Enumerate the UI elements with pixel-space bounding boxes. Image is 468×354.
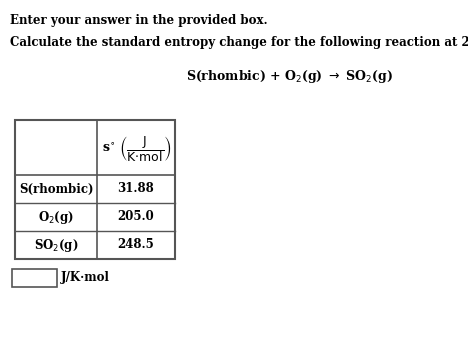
Bar xyxy=(15,120,175,259)
Text: SO$_2$(g): SO$_2$(g) xyxy=(34,236,78,253)
Text: s$^{\circ}$: s$^{\circ}$ xyxy=(102,142,115,155)
Text: O$_2$(g): O$_2$(g) xyxy=(38,209,74,225)
Text: 31.88: 31.88 xyxy=(117,183,154,195)
Text: Enter your answer in the provided box.: Enter your answer in the provided box. xyxy=(10,14,268,27)
Bar xyxy=(12,269,57,287)
Text: 248.5: 248.5 xyxy=(117,239,154,251)
Text: $\left(\dfrac{\mathrm{J}}{\mathrm{K{\cdot}mol}}\right)$: $\left(\dfrac{\mathrm{J}}{\mathrm{K{\cdo… xyxy=(119,135,172,165)
Text: S(rhombic) + O$_2$(g) $\rightarrow$ SO$_2$(g): S(rhombic) + O$_2$(g) $\rightarrow$ SO$_… xyxy=(186,68,394,85)
Text: Calculate the standard entropy change for the following reaction at 25°C.: Calculate the standard entropy change fo… xyxy=(10,36,468,49)
Text: J/K·mol: J/K·mol xyxy=(61,272,110,285)
Text: 205.0: 205.0 xyxy=(117,211,154,223)
Text: S(rhombic): S(rhombic) xyxy=(19,183,93,195)
